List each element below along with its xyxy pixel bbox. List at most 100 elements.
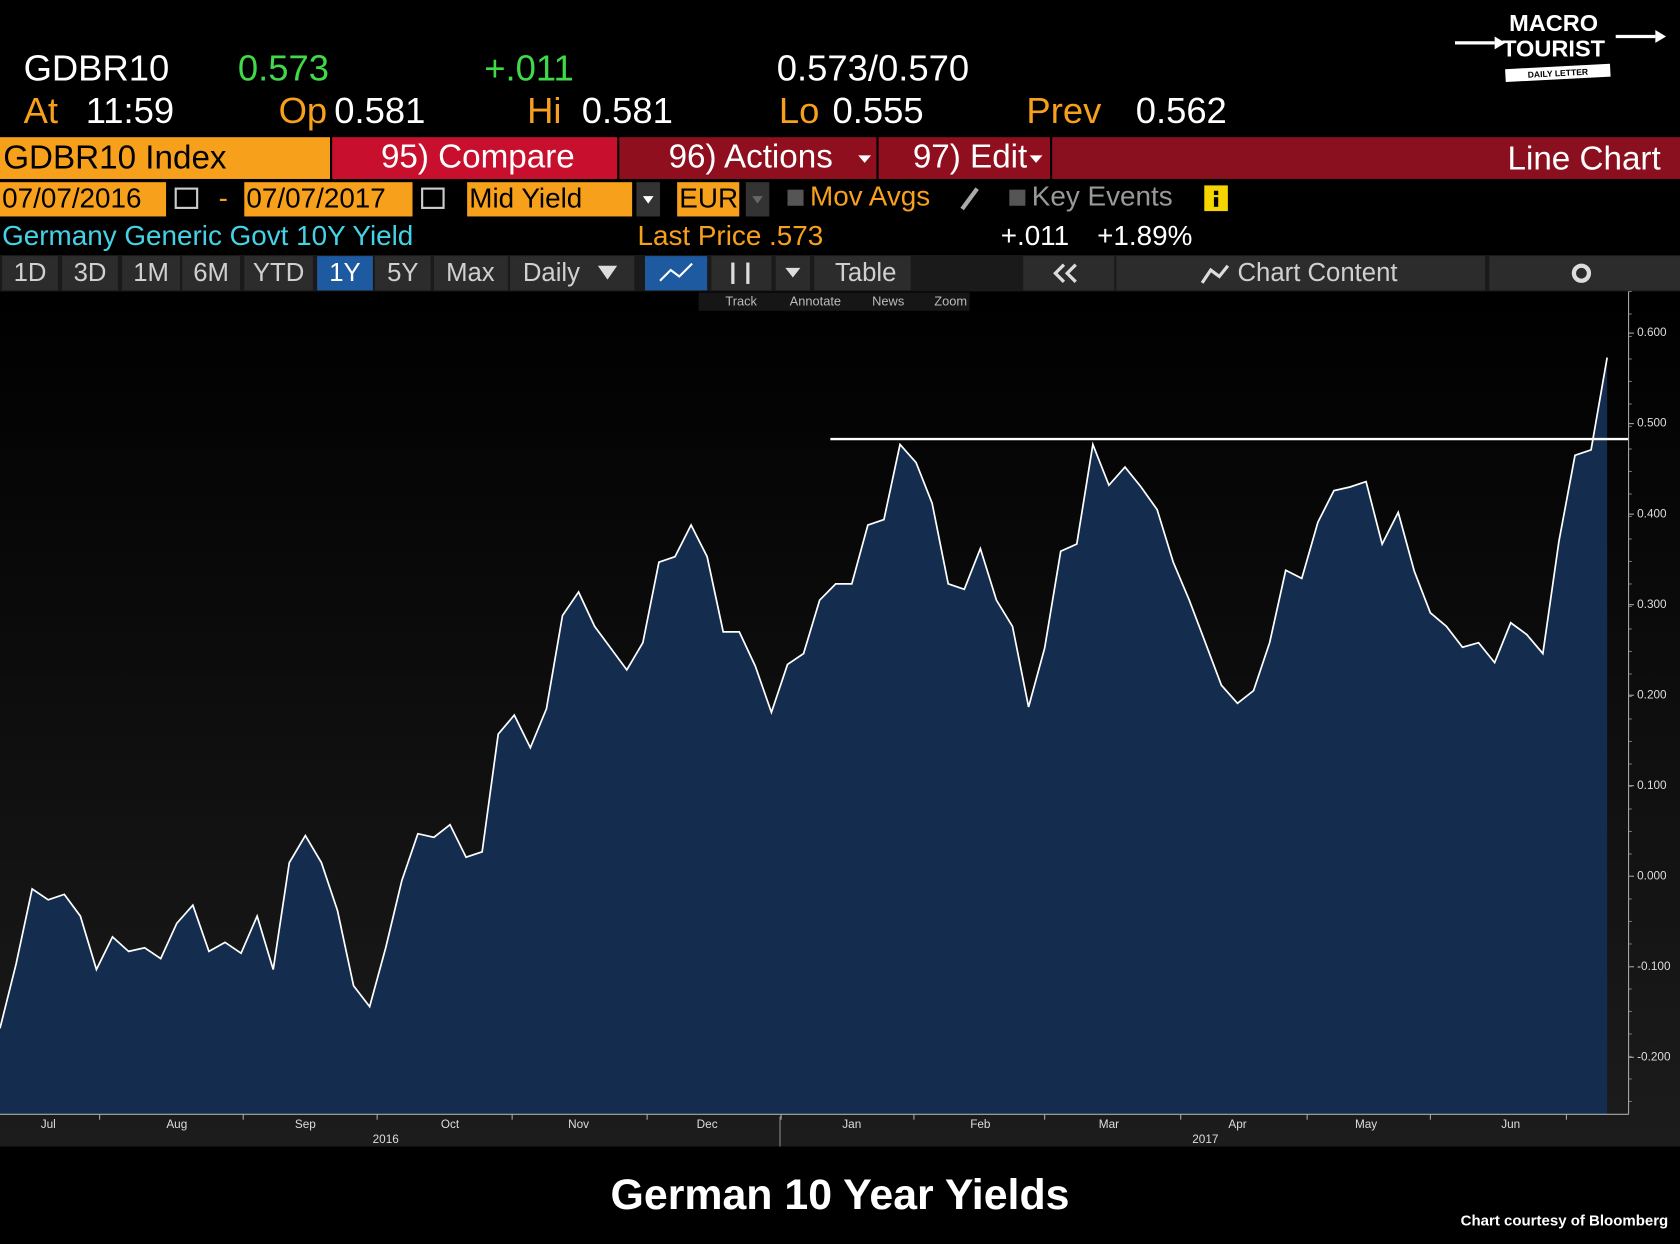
y-tick-label: 0.500 — [1637, 417, 1667, 430]
logo: MACRO TOURIST DAILY LETTER — [1455, 10, 1667, 83]
compare[interactable]: 95) Compare — [381, 138, 575, 175]
tool[interactable]: Annotate — [790, 294, 841, 309]
calendar-icon[interactable] — [174, 187, 199, 209]
edit[interactable]: 97) Edit — [913, 138, 1027, 175]
checkbox[interactable] — [787, 189, 804, 206]
frequency[interactable]: Daily — [523, 259, 580, 287]
ticker: GDBR10 — [24, 47, 170, 88]
tool[interactable]: Zoom — [934, 294, 967, 309]
area — [0, 357, 1608, 1115]
year-label: 2017 — [1192, 1133, 1218, 1146]
time: 11:59 — [86, 90, 174, 131]
open-label: Op — [279, 90, 328, 131]
tab[interactable] — [2, 256, 58, 291]
frequency-box[interactable] — [510, 256, 635, 291]
checkbox[interactable] — [1009, 189, 1026, 206]
logo-arrow-head — [1655, 30, 1667, 43]
start-date-box[interactable] — [0, 182, 167, 217]
x-tick-label: Mar — [1099, 1118, 1119, 1131]
chart-content[interactable]: Chart Content — [1238, 259, 1398, 287]
currency-box[interactable] — [677, 182, 740, 217]
end-date[interactable]: 07/07/2017 — [246, 183, 385, 214]
end-date-box[interactable] — [244, 182, 413, 217]
x-tick-label: Jul — [41, 1118, 56, 1131]
table[interactable]: Table — [835, 259, 896, 287]
period-tab[interactable]: 1M — [133, 259, 169, 287]
dropdown-arrow — [1029, 155, 1043, 163]
edit-button[interactable] — [878, 137, 1050, 179]
last-price: Last Price .573 — [638, 220, 824, 251]
key-events[interactable]: Key Events — [1032, 181, 1173, 212]
chart-tools — [698, 292, 970, 311]
chart-type[interactable]: Line Chart — [1508, 141, 1661, 178]
logo-subtitle: DAILY LETTER — [1527, 67, 1589, 80]
period-tab[interactable]: 1Y — [329, 259, 360, 287]
security[interactable]: GDBR10 Index — [3, 139, 227, 176]
line — [0, 357, 1608, 1029]
period-tab[interactable]: 5Y — [387, 259, 418, 287]
tab[interactable] — [244, 256, 313, 291]
credit: Chart courtesy of Bloomberg — [1461, 1212, 1669, 1229]
high: 0.581 — [582, 90, 673, 131]
logo-text: MACRO — [1509, 10, 1598, 36]
x-tick-label: May — [1355, 1118, 1377, 1131]
info-dot — [1213, 190, 1219, 196]
toolbar: 1D 3D 1M 6M YTD 1Y 5Y Max Daily Table Ch… — [0, 255, 1680, 292]
y-tick-label: 0.000 — [1637, 869, 1667, 882]
x-tick-label: Oct — [441, 1118, 460, 1131]
dropdown-arrow — [642, 196, 654, 204]
menu-fill — [1052, 137, 1680, 179]
y-tick-label: -0.200 — [1637, 1050, 1671, 1063]
period-tab[interactable]: 3D — [74, 259, 107, 287]
period-tab[interactable]: YTD — [253, 259, 304, 287]
tab[interactable] — [122, 256, 180, 291]
change-value: +.011 — [484, 47, 573, 88]
chart-icon — [659, 262, 693, 282]
calendar-icon[interactable] — [421, 187, 445, 209]
x-tick-label: Jun — [1501, 1118, 1520, 1131]
security-name: Germany Generic Govt 10Y Yield — [2, 220, 413, 251]
field[interactable]: Mid Yield — [469, 183, 582, 214]
low: 0.555 — [833, 90, 924, 131]
x-tick-label: Nov — [568, 1118, 589, 1131]
tab[interactable] — [182, 256, 240, 291]
dropdown-arrow — [752, 196, 763, 204]
field-box[interactable] — [467, 182, 633, 217]
chart-content-button[interactable] — [1116, 256, 1485, 291]
x-tick-label: Feb — [970, 1118, 991, 1131]
security-box[interactable] — [0, 137, 330, 179]
prev-label: Prev — [1026, 90, 1102, 131]
y-tick-label: 0.400 — [1637, 507, 1667, 520]
period-tab[interactable]: Max — [446, 259, 495, 287]
mov-avgs[interactable]: Mov Avgs — [810, 181, 930, 212]
dropdown-arrow — [597, 265, 618, 280]
period-tab[interactable]: 6M — [193, 259, 229, 287]
y-tick-label: 0.200 — [1637, 688, 1667, 701]
tool[interactable]: News — [872, 294, 904, 309]
bid-ask: 0.573/0.570 — [777, 47, 969, 88]
start-date[interactable]: 07/07/2016 — [2, 183, 141, 214]
actions-button[interactable] — [619, 137, 877, 179]
tab-selected[interactable] — [317, 256, 373, 291]
chart-content-icon — [1200, 264, 1230, 284]
tab[interactable] — [433, 256, 508, 291]
collapse-icon — [1064, 263, 1077, 283]
logo-arrow-head — [1494, 36, 1506, 50]
settings-button[interactable] — [1489, 256, 1680, 291]
date-separator: - — [219, 183, 228, 214]
compare-button[interactable] — [332, 137, 618, 179]
logo-text: TOURIST — [1502, 36, 1606, 62]
pencil-icon[interactable] — [960, 187, 979, 211]
actions[interactable]: 96) Actions — [669, 138, 833, 175]
high-label: Hi — [527, 90, 561, 131]
table-button[interactable] — [814, 256, 911, 291]
x-tick-label: Sep — [295, 1118, 316, 1131]
tab[interactable] — [62, 256, 118, 291]
tab[interactable] — [375, 256, 431, 291]
bar-icon-button[interactable] — [711, 256, 772, 291]
tool[interactable]: Track — [725, 294, 757, 309]
x-tick-label: Jan — [842, 1118, 861, 1131]
currency[interactable]: EUR — [679, 183, 738, 214]
period-tab[interactable]: 1D — [14, 259, 47, 287]
